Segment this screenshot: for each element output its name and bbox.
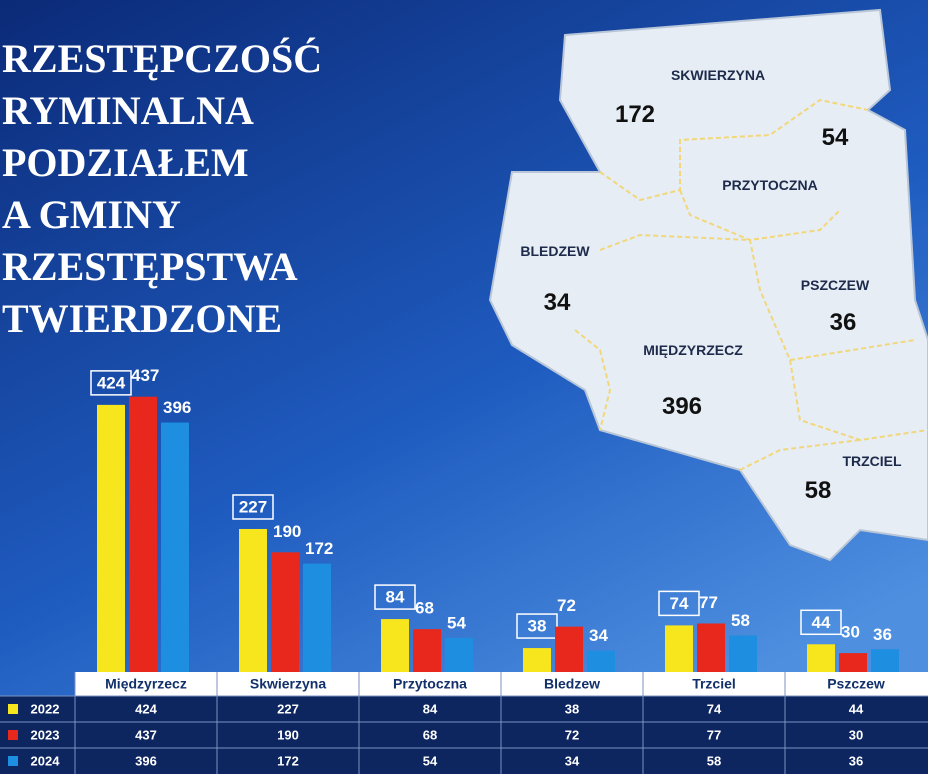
- value-label: 396: [163, 398, 191, 417]
- bar: [807, 644, 835, 672]
- table-cell: 227: [277, 701, 299, 716]
- table-cell: 190: [277, 727, 299, 742]
- map-region-value: 396: [662, 393, 702, 420]
- table-header: Trzciel: [692, 676, 736, 692]
- value-label: 68: [415, 599, 434, 618]
- table-header: Pszczew: [827, 676, 885, 692]
- table-cell: 172: [277, 753, 299, 768]
- legend-label: 2024: [31, 753, 61, 768]
- map-region-name: TRZCIEL: [842, 453, 902, 469]
- value-label-box: [658, 590, 700, 617]
- map-region-value: 54: [822, 124, 849, 151]
- value-label: 58: [731, 611, 750, 630]
- value-label-box: [800, 609, 842, 636]
- table-cell: 34: [565, 753, 580, 768]
- value-label: 437: [131, 366, 159, 385]
- value-label: 38: [528, 617, 547, 636]
- legend-label: 2023: [31, 727, 60, 742]
- table-cell: 54: [423, 753, 438, 768]
- bar: [239, 528, 267, 672]
- value-label: 77: [699, 593, 718, 612]
- map-region-name: MIĘDZYRZECZ: [643, 342, 743, 358]
- bar: [413, 629, 441, 672]
- bar: [445, 637, 473, 672]
- value-label: 34: [589, 626, 608, 645]
- bar: [839, 653, 867, 672]
- title-line: A GMINY: [2, 192, 181, 237]
- value-label: 44: [812, 613, 831, 632]
- bar: [555, 626, 583, 672]
- data-table: Międzyrzecz Skwierzyna Przytoczna Bledzew Tr…: [0, 672, 928, 774]
- table-cell: 84: [423, 701, 438, 716]
- table-header: Międzyrzecz: [105, 676, 187, 692]
- bar: [271, 552, 299, 672]
- bar: [523, 648, 551, 672]
- table-cell: 437: [135, 727, 157, 742]
- table-cell: 58: [707, 753, 721, 768]
- map-region-value: 172: [615, 101, 655, 128]
- value-label: 30: [841, 623, 860, 642]
- value-label: 72: [557, 596, 576, 615]
- table-cell: 396: [135, 753, 157, 768]
- value-label: 54: [447, 613, 466, 632]
- bar: [129, 396, 157, 672]
- bar: [97, 404, 125, 672]
- legend-swatch: [8, 704, 18, 714]
- bar: [381, 619, 409, 672]
- map-region-name: PRZYTOCZNA: [722, 177, 817, 193]
- legend-swatch: [8, 756, 18, 766]
- map-shape: [488, 8, 928, 562]
- title-line: RZESTĘPSTWA: [2, 244, 298, 289]
- map-region-name: BLEDZEW: [520, 243, 590, 259]
- table-cell: 424: [135, 701, 157, 716]
- bar: [729, 635, 757, 672]
- table-cell: 30: [849, 727, 863, 742]
- map: [488, 8, 928, 562]
- table-cell: 68: [423, 727, 437, 742]
- map-region-value: 34: [544, 289, 571, 316]
- table-header: Skwierzyna: [250, 676, 326, 692]
- value-label: 424: [97, 373, 126, 392]
- table-cell: 74: [707, 701, 722, 716]
- legend-label: 2022: [31, 701, 60, 716]
- table-cell: 72: [565, 727, 579, 742]
- bar: [303, 563, 331, 672]
- value-label-box: [232, 494, 274, 520]
- value-label: 74: [670, 594, 689, 613]
- table-header: Bledzew: [544, 676, 600, 692]
- title-line: TWIERDZONE: [2, 296, 282, 341]
- value-label-box: [90, 370, 132, 396]
- bar: [161, 422, 189, 672]
- title-line: PODZIAŁEM: [2, 140, 249, 185]
- legend-swatch: [8, 730, 18, 740]
- title-line: RZESTĘPCZOŚĆ: [2, 36, 322, 81]
- value-label-box: [516, 613, 558, 639]
- map-region-value: 36: [830, 309, 857, 336]
- bar: [587, 650, 615, 672]
- table-header: Przytoczna: [393, 676, 467, 692]
- value-label: 36: [873, 625, 892, 644]
- map-region-name: SKWIERZYNA: [671, 67, 765, 83]
- bar: [871, 649, 899, 672]
- bar: [665, 625, 693, 672]
- value-label-box: [374, 584, 416, 610]
- value-label: 84: [386, 588, 405, 607]
- map-borders: [574, 98, 928, 471]
- title-line: RYMINALNA: [2, 88, 254, 133]
- table-cell: 44: [849, 701, 864, 716]
- table-body-bg: [0, 696, 928, 774]
- map-region-value: 58: [805, 477, 832, 504]
- table-cell: 38: [565, 701, 579, 716]
- table-cell: 36: [849, 753, 863, 768]
- table-cell: 77: [707, 727, 721, 742]
- value-label: 190: [273, 522, 301, 541]
- map-region-name: PSZCZEW: [801, 277, 870, 293]
- value-label: 172: [305, 539, 333, 558]
- bar: [697, 623, 725, 672]
- value-label: 227: [239, 497, 267, 516]
